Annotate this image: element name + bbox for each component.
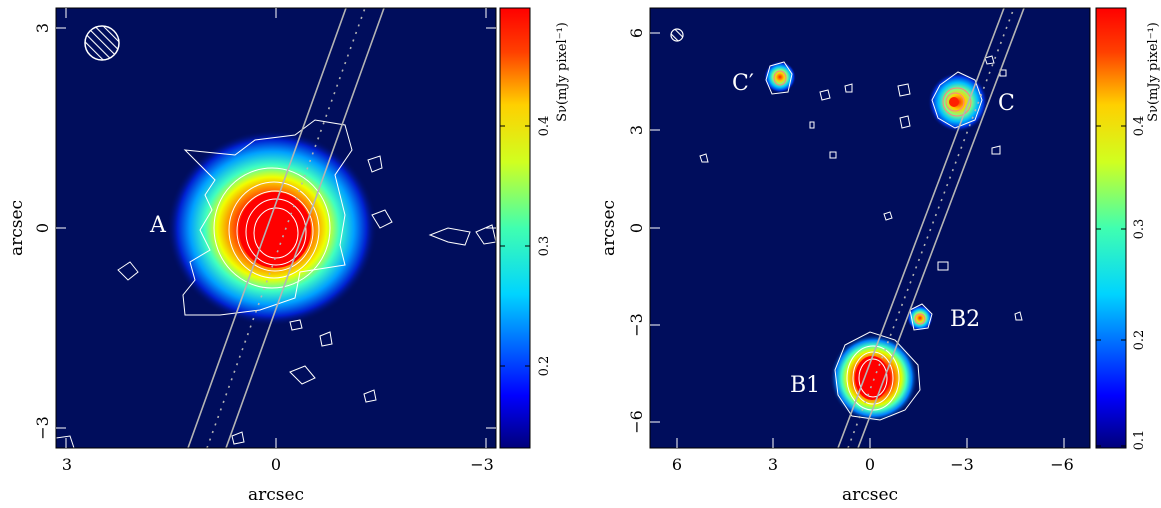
noise-contour [319,331,333,347]
left-image [56,8,496,448]
source-b2-emission [907,305,933,331]
colorbar-tick-label: 0.3 [537,236,552,257]
slit-edge [187,8,347,448]
right-colorbar [1095,7,1127,449]
noise-contour [231,431,245,445]
x-tick-label: 0 [271,455,281,474]
colorbar-tick-label: 0.3 [1132,219,1147,240]
x-tick-label: 3 [768,455,778,474]
x-axis-label: arcsec [248,485,304,505]
source-a-contour [236,190,314,272]
left-colorbar [499,7,531,449]
right-image [670,8,1025,448]
y-tick-label: −3 [33,416,52,440]
slit-edge [837,8,1005,448]
y-axis-label: arcsec [599,200,619,256]
source-cprime-contour [773,70,787,86]
x-tick-label: 6 [672,455,682,474]
noise-contour [289,319,303,331]
source-a-contour [253,207,299,259]
source-label-cprime: C′ [732,71,754,96]
slit-center [206,8,366,448]
colorbar-tick-label: 0.2 [1132,330,1147,351]
source-c-contour [945,92,965,112]
source-label-c: C [998,91,1015,116]
noise-contour [363,389,377,403]
source-b1-outer-contour [834,331,921,421]
colorbar-tick-label: 0.4 [537,116,552,137]
x-tick-label: −6 [1050,455,1074,474]
x-tick-label: 0 [865,455,875,474]
y-tick-label: 3 [627,125,646,135]
noise-contour [117,261,139,281]
source-a-contour [245,198,307,266]
x-tick-label: 3 [62,455,72,474]
colorbar-tick-label: 0.4 [1132,116,1147,137]
noise-contour [289,365,316,385]
source-label-a: A [149,213,167,238]
y-tick-label: 6 [627,28,646,38]
left-panel: A 3 0 −3 3 0 −3 arcsec arcsec 0.4 0.3 0.… [7,7,570,505]
right-tick-marks [650,32,1065,448]
noise-contour [367,155,383,173]
right-panel: C′ C B2 B1 6 3 0 −3 −6 6 3 0 −3 −6 arcse… [599,7,1161,505]
right-colorbar-ticks [1096,125,1126,447]
noise-contour [428,227,471,246]
noise-contour [56,435,75,448]
y-tick-label: 3 [33,23,52,33]
y-axis-label: arcsec [7,200,27,256]
slit-edge [857,8,1025,448]
source-label-b2: B2 [950,307,980,332]
y-tick-label: 0 [627,223,646,233]
y-tick-label: −6 [627,410,646,434]
colorbar-tick-label: 0.2 [537,356,552,377]
source-a-contour [228,181,320,279]
beam-ellipse [670,28,684,42]
source-cprime-emission [764,61,796,93]
x-tick-label: −3 [950,455,974,474]
source-c-contour [942,87,972,117]
noise-contours [699,55,1023,321]
x-tick-label: −3 [470,455,494,474]
colorbar-label: Sν(mJy pixel⁻¹) [555,22,570,122]
noise-contour [371,209,393,229]
source-b2-contour [914,313,926,325]
source-b2-contour [909,303,933,331]
beam-ellipse [84,25,120,61]
colorbar-tick-label: 0.1 [1132,430,1147,451]
source-c-core [949,97,959,107]
source-b1-contour [858,358,888,398]
slit-edge [225,8,385,448]
y-tick-label: 0 [33,223,52,233]
left-tick-marks [56,8,496,448]
source-a-contour [213,167,331,289]
colorbar-label: Sν(mJy pixel⁻¹) [1146,22,1161,122]
source-c-outer-contour [931,71,983,129]
left-colorbar-ticks [500,125,530,367]
source-cprime-contour [765,61,793,95]
source-label-b1: B1 [790,373,820,398]
x-axis-label: arcsec [842,485,898,505]
noise-contour [475,224,496,245]
source-b1-contour [852,351,894,405]
y-tick-label: −3 [627,313,646,337]
